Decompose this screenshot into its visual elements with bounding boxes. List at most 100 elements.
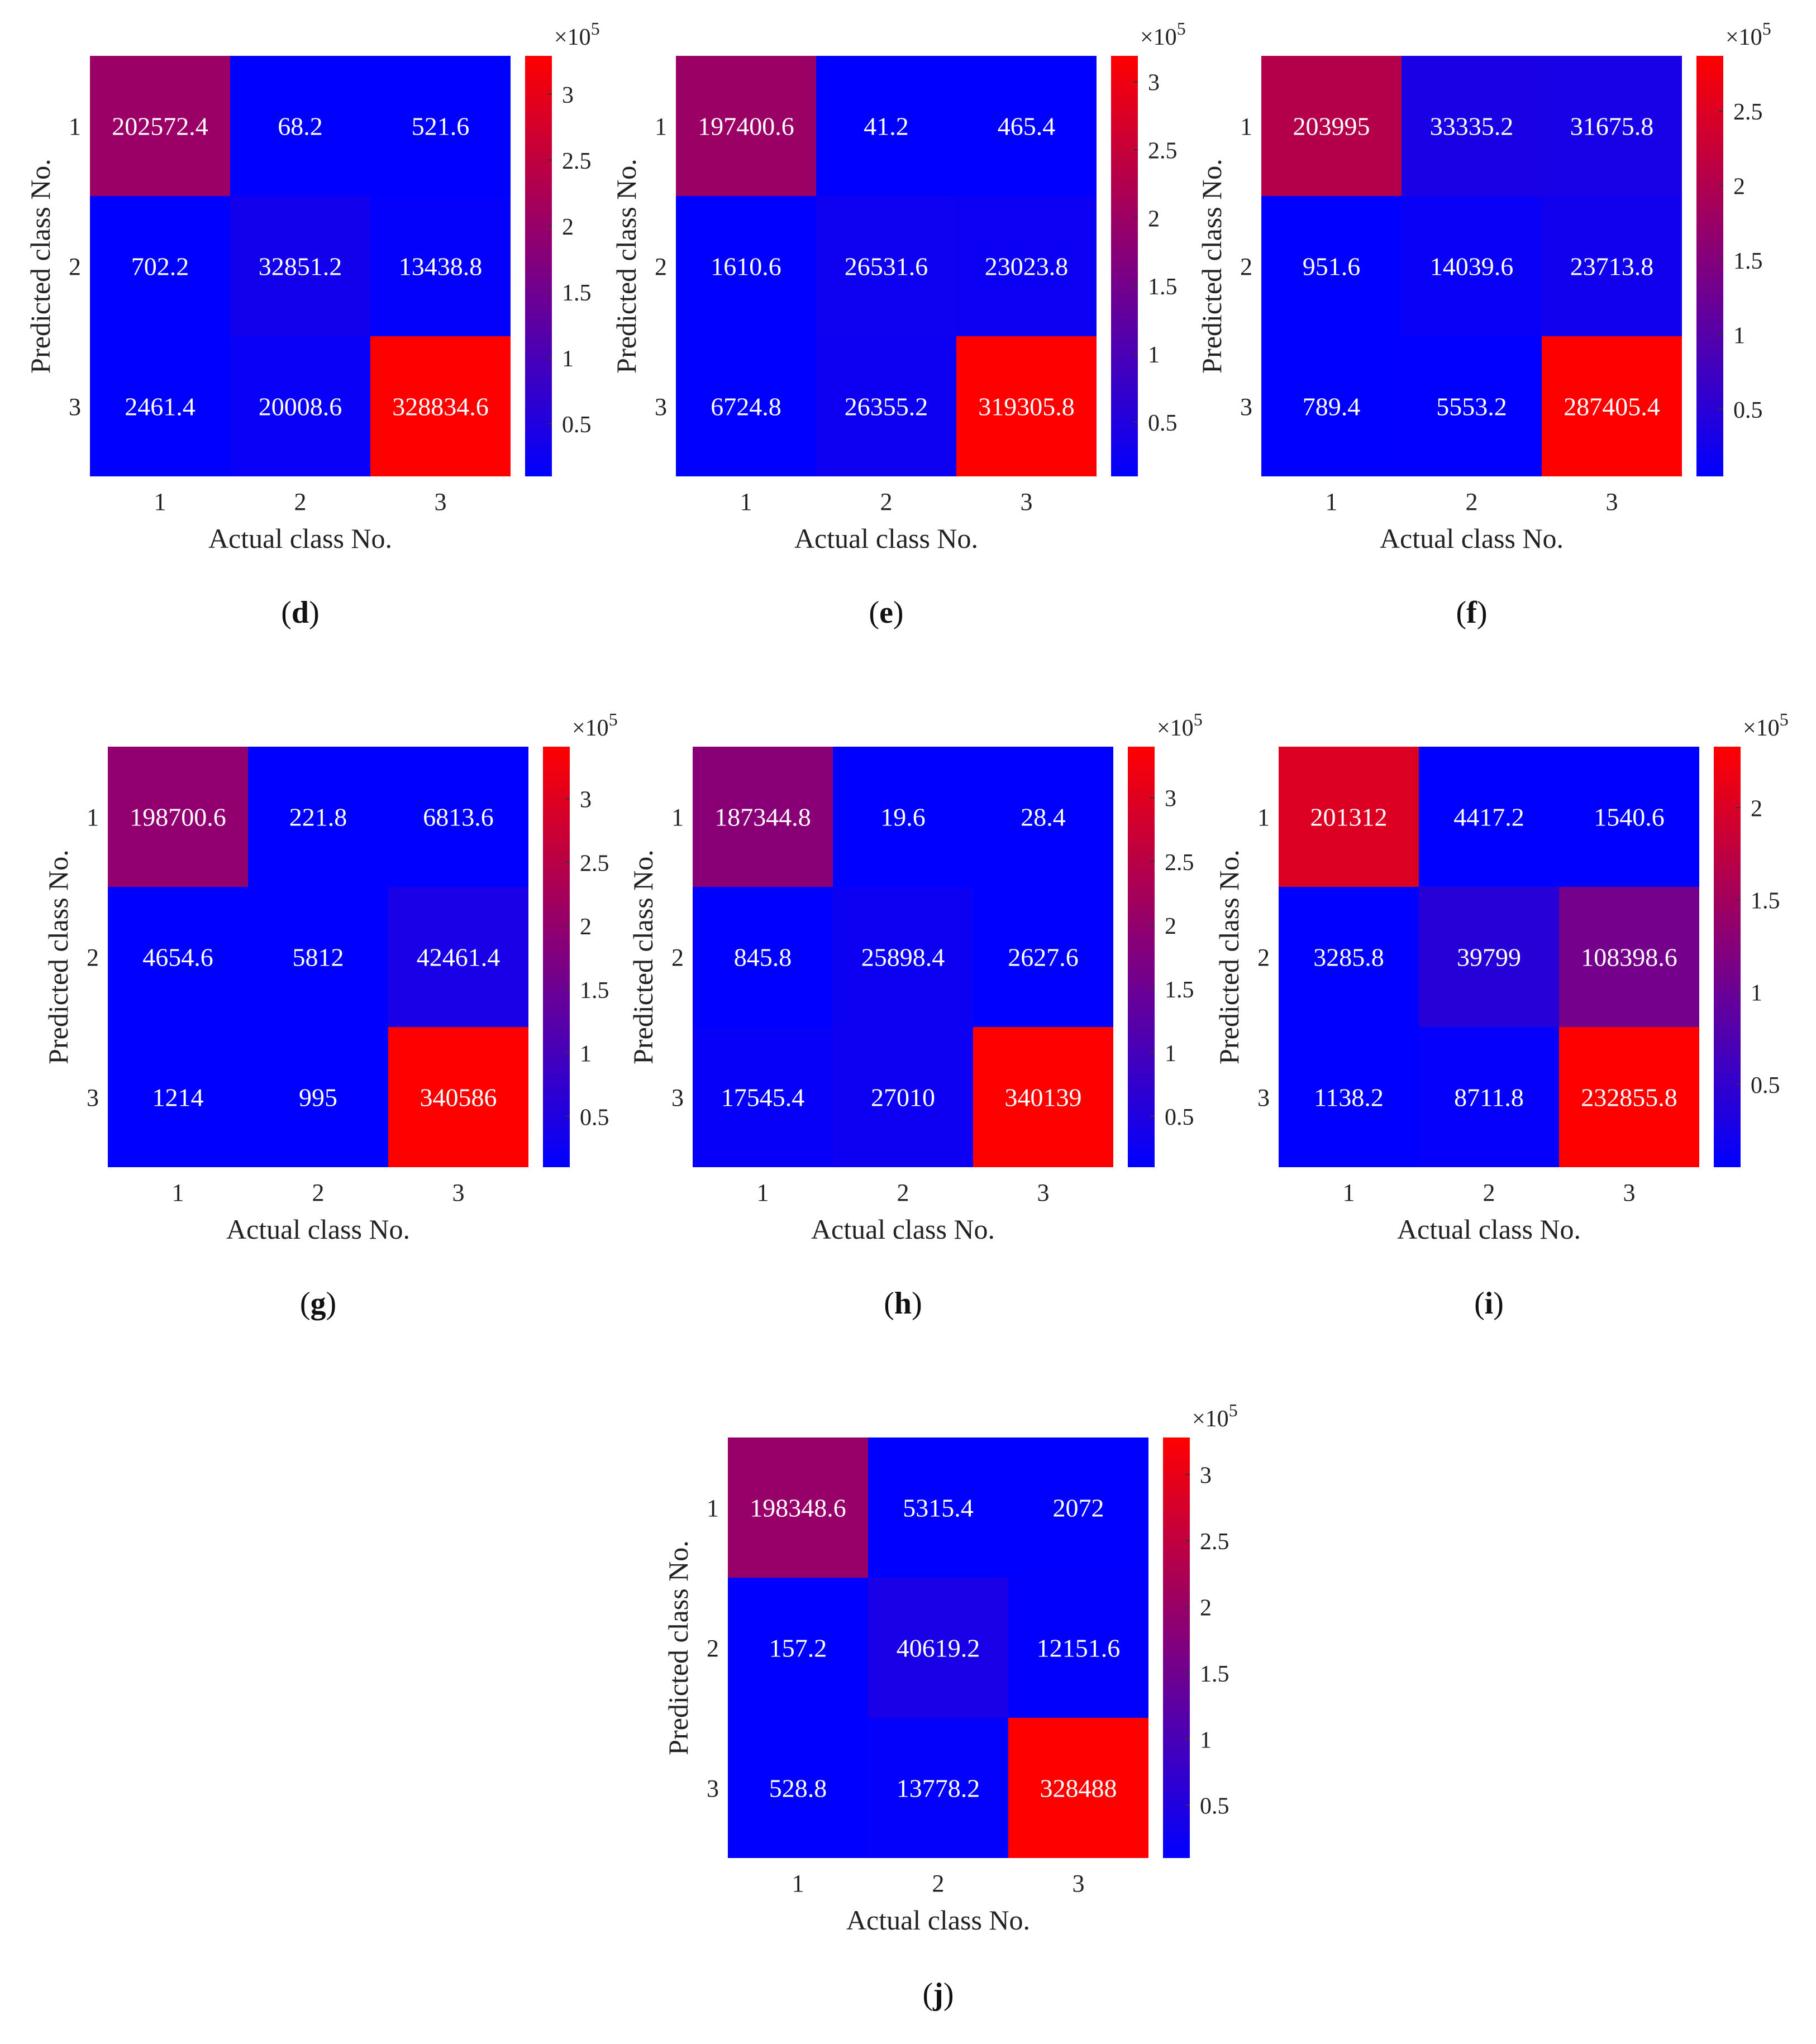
heatmap-cell: [1008, 1578, 1148, 1718]
cell-value-label: 845.8: [734, 943, 792, 972]
cell-value-label: 68.2: [278, 112, 323, 141]
y-tick-label: 3: [655, 393, 667, 421]
y-axis-label: Predicted class No.: [662, 1540, 694, 1755]
x-tick-label: 2: [932, 1870, 945, 1897]
y-axis-label: Predicted class No.: [1213, 849, 1245, 1064]
x-tick-label: 1: [740, 488, 752, 515]
cell-value-label: 5812: [293, 943, 344, 972]
cell-value-label: 33335.2: [1430, 112, 1514, 141]
y-tick-label: 3: [1257, 1084, 1270, 1111]
cell-value-label: 5315.4: [903, 1494, 974, 1522]
heatmap-cell: [816, 56, 956, 196]
y-tick-label: 1: [655, 113, 667, 140]
cell-value-label: 8711.8: [1454, 1083, 1524, 1112]
cell-value-label: 340586: [420, 1083, 497, 1112]
heatmap-cell: [1261, 196, 1402, 336]
x-tick-label: 2: [294, 488, 307, 515]
heatmap-cell: [868, 1438, 1008, 1578]
colorbar-tick-label: 0.5: [1148, 410, 1178, 436]
cell-value-label: 197400.6: [698, 112, 794, 141]
y-axis-label: Predicted class No.: [25, 159, 56, 374]
cell-value-label: 39799: [1457, 943, 1521, 972]
heatmap-cell: [1542, 56, 1682, 196]
colorbar: [1111, 56, 1138, 476]
panel-e: 197400.6 41.2 465.4 1610.6 26531.6 23023.8 672…: [611, 18, 1186, 630]
heatmap-cell: [230, 196, 370, 336]
x-tick-label: 3: [1073, 1870, 1085, 1897]
heatmap-cell: [1559, 1027, 1699, 1167]
y-tick-label: 2: [87, 944, 99, 971]
cell-value-label: 6813.6: [423, 803, 494, 832]
cell-value-label: 465.4: [998, 112, 1056, 141]
cell-value-label: 198700.6: [130, 803, 226, 832]
colorbar-tick-label: 1.5: [580, 978, 609, 1004]
x-axis-label: Actual class No.: [846, 1904, 1030, 1936]
heatmap-cell: [1419, 1027, 1559, 1167]
cell-value-label: 17545.4: [721, 1083, 805, 1112]
colorbar-tick-label: 0.5: [562, 412, 592, 438]
heatmap-cell: [248, 747, 388, 887]
heatmap-cell: [1008, 1438, 1148, 1578]
cell-value-label: 521.6: [412, 112, 470, 141]
heatmap-cell: [1008, 1718, 1148, 1858]
cell-value-label: 27010: [871, 1083, 935, 1112]
y-tick-label: 2: [707, 1635, 719, 1662]
colorbar-tick-label: 2.5: [1733, 99, 1763, 125]
cell-value-label: 702.2: [131, 252, 189, 281]
colorbar-tick-label: 1.5: [1751, 889, 1780, 914]
x-tick-label: 3: [1606, 488, 1618, 515]
heatmap-cell: [370, 336, 511, 476]
colorbar-tick-label: 2: [1148, 206, 1160, 232]
cell-value-label: 23713.8: [1570, 252, 1654, 281]
colorbar-tick-label: 1: [580, 1042, 592, 1067]
colorbar: [1163, 1438, 1190, 1858]
x-tick-label: 2: [1483, 1179, 1495, 1206]
colorbar-tick-label: 0.5: [1165, 1105, 1194, 1130]
panel-caption: (h): [884, 1286, 922, 1321]
heatmap-cell: [693, 1027, 833, 1167]
x-tick-label: 2: [897, 1179, 909, 1206]
heatmap-cell: [108, 887, 248, 1027]
colorbar-tick-label: 2.5: [1165, 850, 1194, 876]
heatmap-cell: [230, 56, 370, 196]
colorbar-tick-label: 1: [1733, 323, 1745, 349]
x-tick-label: 1: [1343, 1179, 1355, 1206]
cell-value-label: 328488: [1040, 1774, 1117, 1803]
colorbar-tick-label: 2.5: [580, 851, 609, 876]
cell-value-label: 995: [299, 1083, 337, 1112]
cell-value-label: 26531.6: [845, 252, 928, 281]
cell-value-label: 203995: [1293, 112, 1370, 141]
cell-value-label: 20008.6: [259, 393, 342, 421]
colorbar: [1696, 56, 1723, 476]
cell-value-label: 42461.4: [417, 943, 501, 972]
colorbar-tick-label: 3: [1148, 70, 1160, 96]
colorbar-exponent-label: ×105: [554, 18, 600, 50]
cell-value-label: 319305.8: [978, 393, 1075, 421]
colorbar-exponent-label: ×105: [1726, 18, 1771, 50]
cell-value-label: 5553.2: [1436, 393, 1507, 421]
cell-value-label: 40619.2: [897, 1634, 980, 1663]
cell-value-label: 2072: [1053, 1494, 1104, 1522]
x-axis-label: Actual class No.: [811, 1214, 995, 1245]
colorbar-tick-label: 1: [1165, 1041, 1176, 1067]
heatmap-cell: [248, 1027, 388, 1167]
cell-value-label: 340139: [1005, 1083, 1082, 1112]
heatmap-cell: [1279, 747, 1419, 887]
x-tick-label: 1: [757, 1179, 769, 1206]
colorbar: [525, 56, 552, 476]
y-axis-label: Predicted class No.: [42, 849, 74, 1064]
cell-value-label: 19.6: [880, 803, 926, 832]
x-tick-label: 3: [452, 1179, 465, 1206]
cell-value-label: 198348.6: [750, 1494, 846, 1522]
cell-value-label: 14039.6: [1430, 252, 1514, 281]
y-axis-label: Predicted class No.: [627, 849, 659, 1064]
cell-value-label: 157.2: [769, 1634, 827, 1663]
heatmap-cell: [388, 887, 528, 1027]
colorbar-tick-label: 2: [1165, 914, 1176, 939]
x-tick-label: 1: [1326, 488, 1338, 515]
y-tick-label: 3: [1240, 393, 1252, 421]
panel-h: 187344.8 19.6 28.4 845.8 25898.4 2627.6 17545.…: [627, 709, 1203, 1321]
heatmap-cell: [1402, 336, 1542, 476]
colorbar-tick-label: 0.5: [580, 1105, 609, 1130]
panel-caption: (e): [869, 595, 903, 630]
